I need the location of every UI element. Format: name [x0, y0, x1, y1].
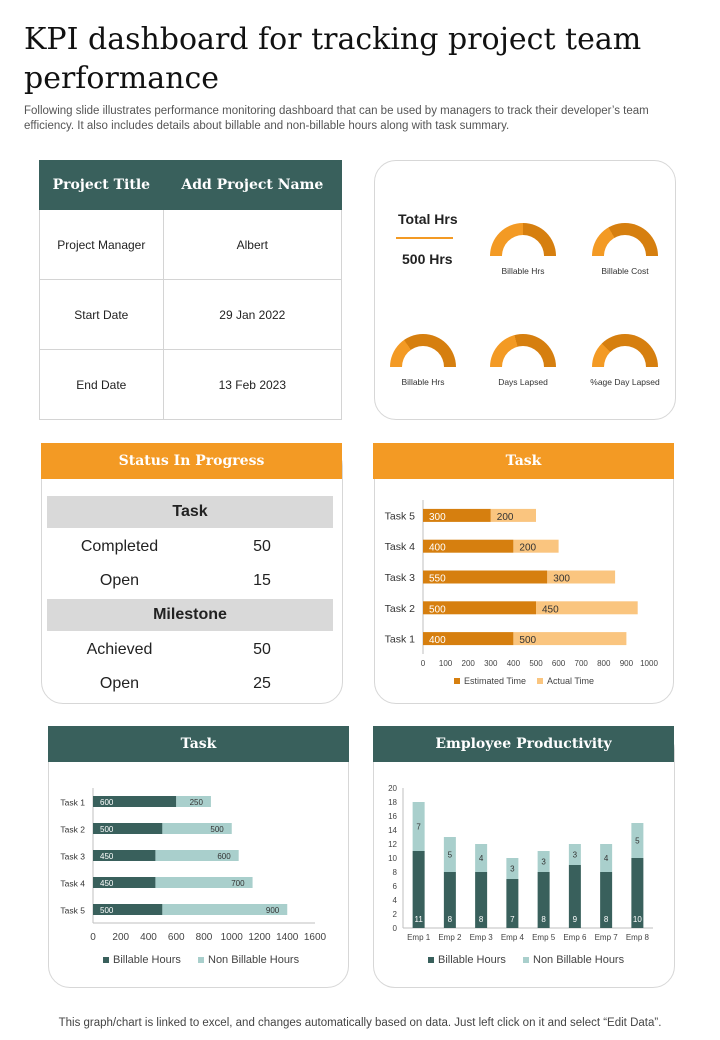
gauge-label: Billable Cost — [601, 266, 649, 276]
status-value: 15 — [253, 572, 271, 589]
table-header-row: Project Title Add Project Name — [39, 160, 343, 210]
status-value: 50 — [253, 538, 271, 555]
table-row: Project Manager Albert — [39, 209, 343, 280]
status-label: Completed — [80, 538, 159, 555]
page-subtitle: Following slide illustrates performance … — [24, 105, 649, 132]
task-hours-card — [48, 728, 349, 988]
gauge-days-lapsed: Days Lapsed — [483, 334, 563, 387]
row-value: 29 Jan 2022 — [162, 279, 343, 350]
gauge-age-day-lapsed: %age Day Lapsed — [585, 334, 665, 387]
status-value: 25 — [253, 675, 271, 692]
total-hours-underline — [396, 237, 453, 239]
gauge-arc — [592, 223, 658, 256]
total-hours-value: 500 Hrs — [402, 251, 453, 267]
footer-note: This graph/chart is linked to excel, and… — [58, 1017, 662, 1029]
status-banner: Status In Progress — [41, 443, 342, 479]
status-label: Open — [99, 675, 140, 692]
status-task-header: Task — [47, 496, 333, 528]
status-card — [41, 444, 343, 704]
gauge-billable-hrs: Billable Hrs — [483, 223, 563, 276]
gauge-arc — [390, 334, 456, 367]
project-title-header: Project Title — [39, 160, 164, 210]
status-label: Achieved — [86, 641, 153, 658]
total-hours-card — [374, 160, 676, 420]
task-hours-banner: Task — [48, 726, 349, 762]
status-milestone-header: Milestone — [47, 599, 333, 631]
row-label: Project Manager — [39, 209, 164, 280]
row-value: Albert — [162, 209, 343, 280]
gauge-arc — [490, 223, 556, 256]
gauge-billable-cost: Billable Cost — [585, 223, 665, 276]
row-label: End Date — [39, 349, 164, 420]
gauge-arc — [490, 334, 556, 367]
employee-productivity-banner: Employee Productivity — [373, 726, 674, 762]
row-value: 13 Feb 2023 — [162, 349, 343, 420]
gauge-arc — [592, 334, 658, 367]
gauge-billable-hrs-2: Billable Hrs — [383, 334, 463, 387]
employee-productivity-card — [373, 728, 675, 988]
task-time-banner: Task — [373, 443, 674, 479]
project-name-header[interactable]: Add Project Name — [162, 160, 343, 210]
page-title: KPI dashboard for tracking project team … — [24, 22, 642, 96]
table-row: End Date 13 Feb 2023 — [39, 349, 343, 420]
table-row: Start Date 29 Jan 2022 — [39, 279, 343, 350]
gauge-label: Days Lapsed — [498, 377, 548, 387]
task-time-card — [374, 444, 674, 704]
gauge-label: Billable Hrs — [401, 377, 445, 387]
total-hours-title: Total Hrs — [398, 211, 458, 227]
status-label: Open — [99, 572, 140, 589]
gauge-label: Billable Hrs — [501, 266, 545, 276]
row-label: Start Date — [39, 279, 164, 350]
gauge-label: %age Day Lapsed — [590, 377, 660, 387]
project-info-table: Project Title Add Project Name Project M… — [39, 160, 343, 420]
status-value: 50 — [253, 641, 271, 658]
